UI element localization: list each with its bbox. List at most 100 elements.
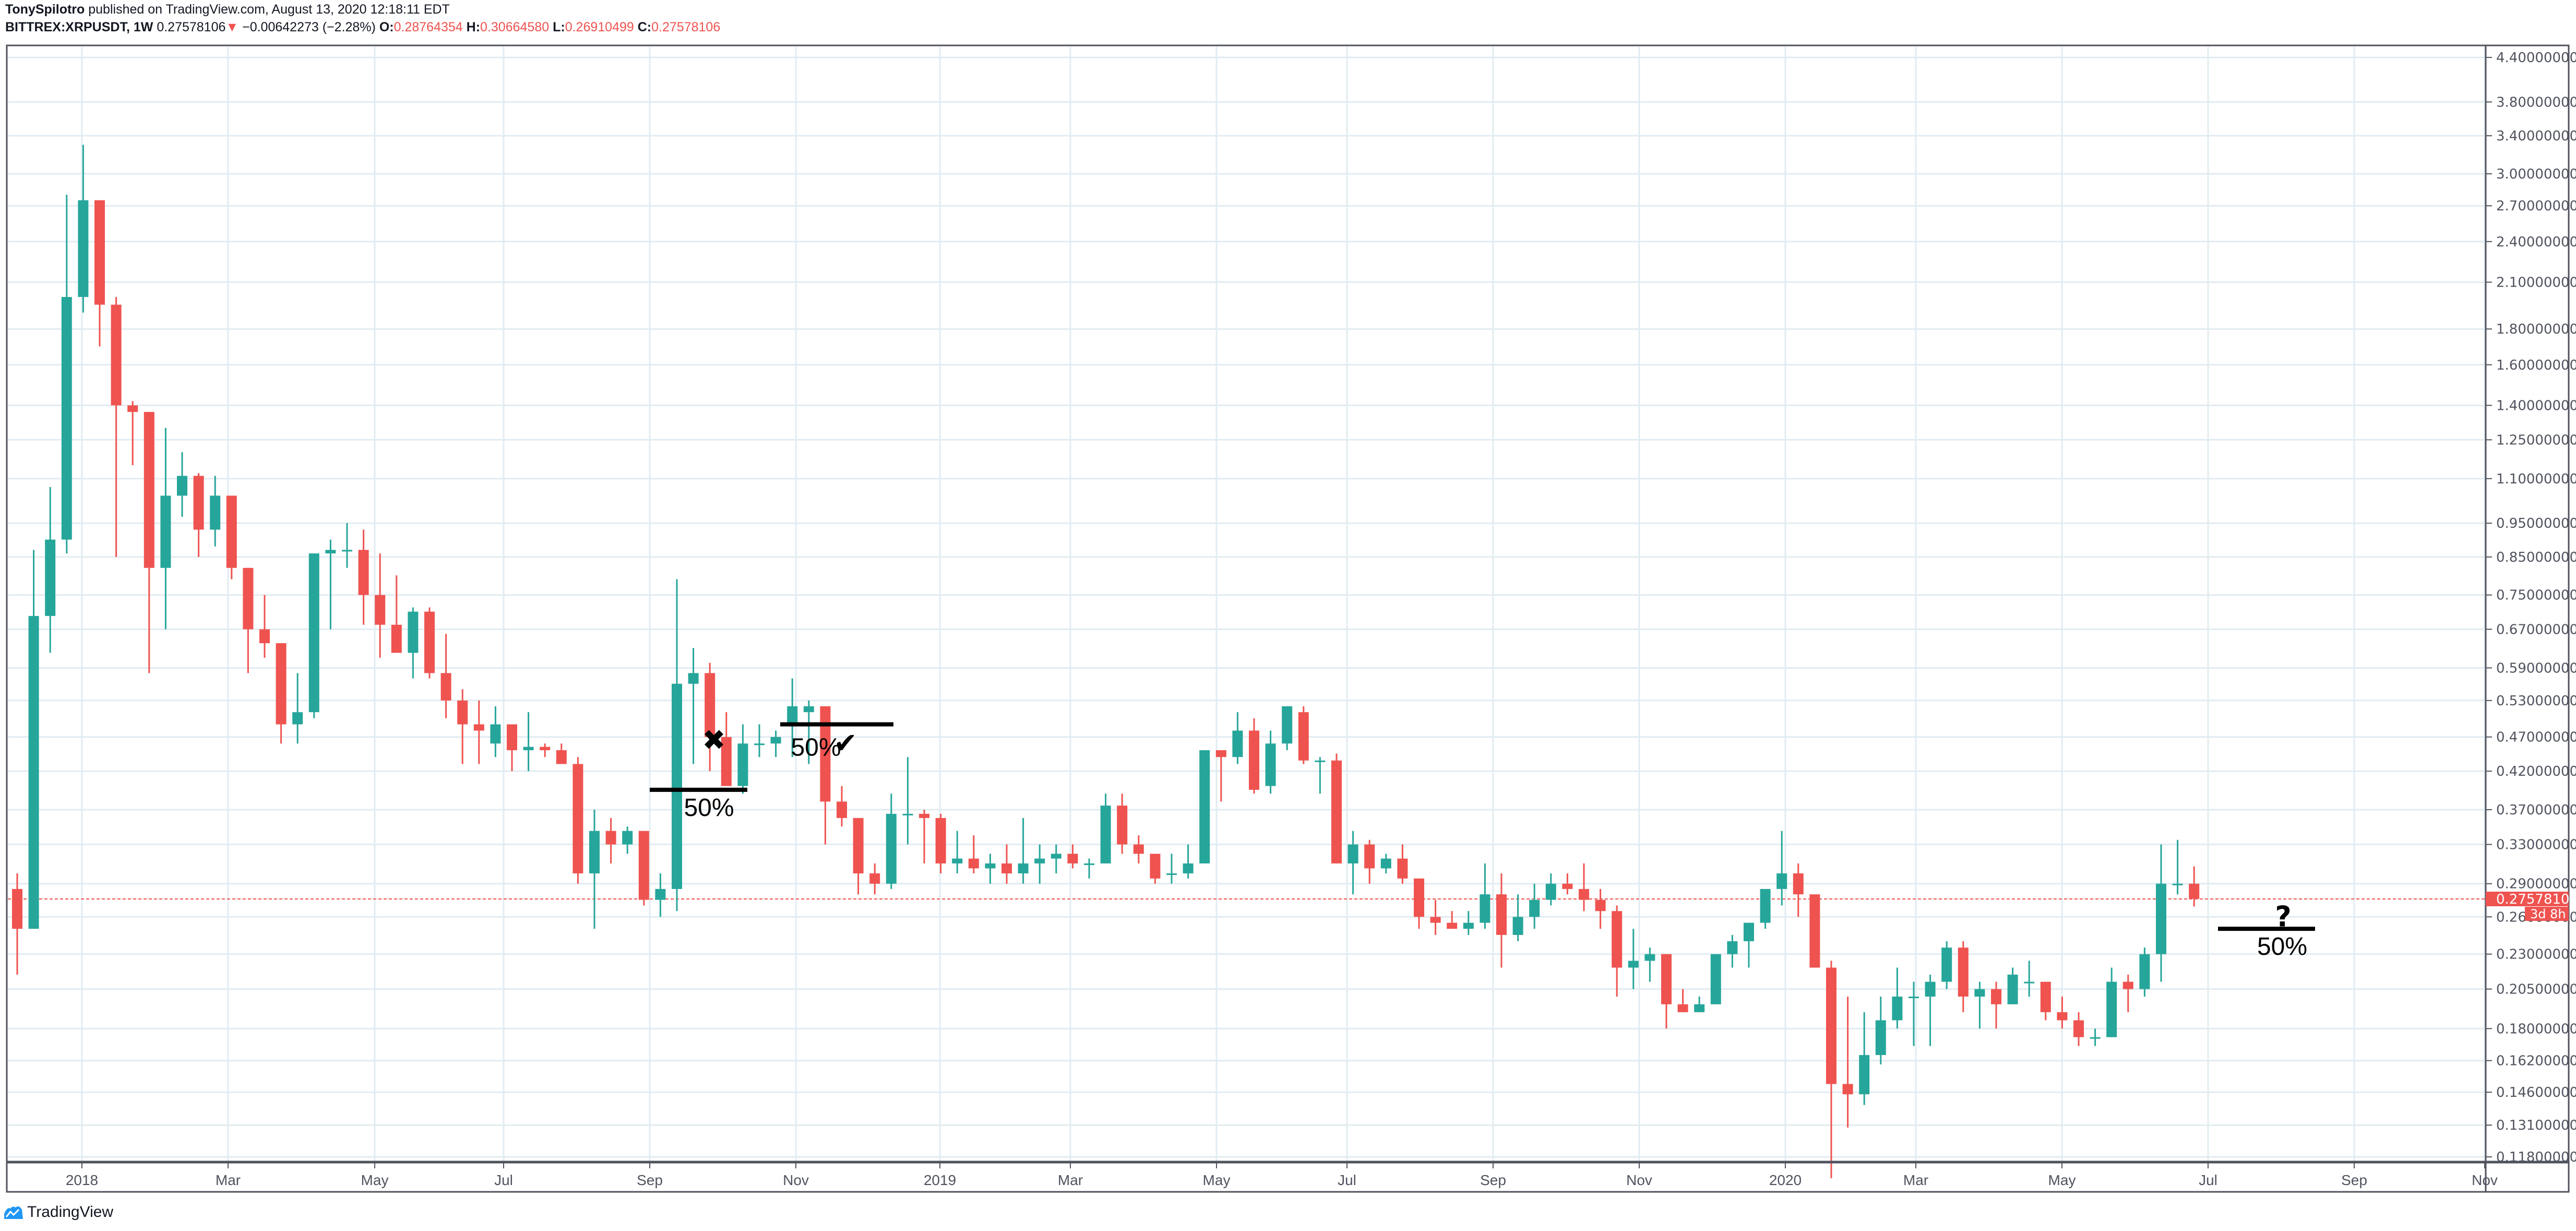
candle[interactable] <box>935 813 946 874</box>
candle[interactable] <box>2139 948 2150 997</box>
candle[interactable] <box>259 595 270 658</box>
candle[interactable] <box>94 200 105 347</box>
candle[interactable] <box>111 297 122 557</box>
candle[interactable] <box>1447 911 1458 929</box>
candle[interactable] <box>1579 863 1589 912</box>
candle[interactable] <box>276 643 287 744</box>
candle[interactable] <box>243 567 254 673</box>
candle[interactable] <box>655 873 666 917</box>
candle[interactable] <box>737 724 748 794</box>
candle[interactable] <box>1677 989 1688 1012</box>
candle[interactable] <box>127 401 138 465</box>
candle[interactable] <box>1793 863 1804 917</box>
candle[interactable] <box>787 678 798 757</box>
candle[interactable] <box>837 786 847 827</box>
candle[interactable] <box>1347 831 1358 895</box>
candle[interactable] <box>1430 899 1441 935</box>
candle[interactable] <box>1364 839 1375 884</box>
candle[interactable] <box>1265 730 1276 794</box>
candle[interactable] <box>1562 873 1573 895</box>
candle[interactable] <box>968 835 979 874</box>
candle[interactable] <box>902 757 913 845</box>
candle[interactable] <box>1727 934 1738 968</box>
candle[interactable] <box>1842 996 1853 1128</box>
candle[interactable] <box>1133 835 1144 863</box>
candle[interactable] <box>1199 750 1210 863</box>
candle[interactable] <box>556 743 567 764</box>
candle[interactable] <box>605 818 616 863</box>
candle[interactable] <box>1809 894 1820 968</box>
candle[interactable] <box>1826 961 1836 1178</box>
candle[interactable] <box>210 476 221 547</box>
candle[interactable] <box>1991 981 2001 1029</box>
candle[interactable] <box>2024 961 2035 997</box>
candle[interactable] <box>1249 718 1259 794</box>
candle[interactable] <box>886 794 897 889</box>
candle[interactable] <box>78 145 89 313</box>
candle[interactable] <box>919 809 929 863</box>
candle[interactable] <box>1084 858 1094 879</box>
candle[interactable] <box>1018 818 1029 884</box>
candle[interactable] <box>1628 929 1639 989</box>
candle[interactable] <box>1875 996 1886 1064</box>
candle[interactable] <box>1215 750 1226 802</box>
candle[interactable] <box>457 689 468 764</box>
candle[interactable] <box>2040 981 2051 1021</box>
candle[interactable] <box>754 724 765 757</box>
candle[interactable] <box>1958 941 1969 1012</box>
candle[interactable] <box>2090 1028 2101 1046</box>
candle[interactable] <box>12 873 22 975</box>
candle[interactable] <box>1067 844 1078 869</box>
candle[interactable] <box>45 487 56 653</box>
candle[interactable] <box>1282 706 1293 751</box>
candle[interactable] <box>1595 889 1606 929</box>
candle[interactable] <box>1974 981 1985 1029</box>
candle[interactable] <box>1859 1012 1870 1105</box>
candle[interactable] <box>1414 878 1424 929</box>
candle[interactable] <box>1183 844 1194 879</box>
candle[interactable] <box>1100 794 1111 863</box>
candle[interactable] <box>1315 757 1326 794</box>
candle[interactable] <box>638 831 649 906</box>
candle[interactable] <box>490 706 501 757</box>
candle[interactable] <box>1034 844 1045 884</box>
candle[interactable] <box>1644 948 1655 982</box>
candle[interactable] <box>358 529 369 625</box>
candle[interactable] <box>292 673 303 744</box>
candle[interactable] <box>672 579 682 912</box>
candle[interactable] <box>440 634 451 718</box>
candle[interactable] <box>573 757 583 884</box>
candle[interactable] <box>1694 996 1705 1012</box>
candle[interactable] <box>770 730 781 757</box>
candle[interactable] <box>2122 974 2133 1012</box>
candle[interactable] <box>2156 844 2166 982</box>
candle[interactable] <box>820 706 831 845</box>
candle[interactable] <box>1744 922 1754 968</box>
candle[interactable] <box>985 854 996 884</box>
candle[interactable] <box>1298 706 1309 764</box>
candle[interactable] <box>424 607 435 679</box>
candle[interactable] <box>540 743 551 757</box>
candle[interactable] <box>589 809 600 929</box>
candle[interactable] <box>1397 844 1408 884</box>
candle[interactable] <box>1710 954 1721 1004</box>
candle[interactable] <box>2057 996 2068 1029</box>
candle[interactable] <box>2189 866 2200 907</box>
candle[interactable] <box>1661 954 1672 1029</box>
candle[interactable] <box>160 428 171 630</box>
candle[interactable] <box>391 575 402 653</box>
candle[interactable] <box>721 712 732 786</box>
candle[interactable] <box>325 539 336 630</box>
candle[interactable] <box>2106 967 2117 1037</box>
candle[interactable] <box>193 473 204 557</box>
candle[interactable] <box>1496 873 1507 968</box>
candle[interactable] <box>622 826 633 854</box>
candle[interactable] <box>308 553 319 718</box>
candle[interactable] <box>28 550 39 929</box>
candle[interactable] <box>473 700 484 764</box>
candle[interactable] <box>507 724 517 772</box>
candle[interactable] <box>523 712 534 772</box>
candle[interactable] <box>1612 905 1623 997</box>
candle[interactable] <box>408 607 419 679</box>
candle[interactable] <box>1925 974 1936 1046</box>
